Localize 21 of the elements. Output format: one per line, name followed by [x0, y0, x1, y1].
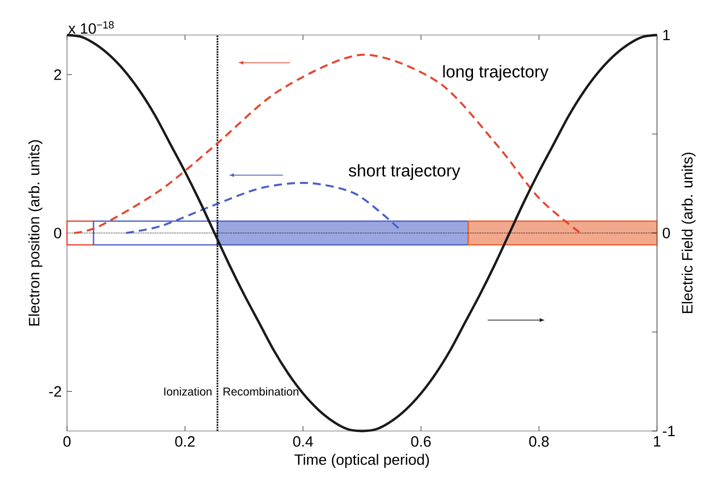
- y-tick-label: 2: [54, 69, 62, 80]
- y-tick-label: -2: [49, 386, 62, 397]
- x-tick-label: 1: [654, 436, 660, 446]
- x-tick-label: 0.8: [529, 436, 549, 447]
- x-tick-label: 0.4: [293, 436, 313, 447]
- y-axis-title: Electron position (arb. units): [28, 140, 42, 326]
- y2-tick-label: -1: [662, 426, 675, 436]
- line-series: [66, 34, 658, 432]
- y-tick-label: 0: [54, 228, 62, 238]
- y2-tick-label: 1: [663, 30, 670, 40]
- text: x 10$^{−18}$: [68, 21, 114, 34]
- series-label: long trajectory: [443, 65, 548, 81]
- x-axis-title: Time (optical period): [294, 454, 429, 468]
- series-label: short trajectory: [348, 164, 460, 180]
- x-tick-label: 0.6: [411, 436, 431, 447]
- annotation: Ionization: [164, 387, 212, 396]
- x-tick-label: 0: [63, 436, 71, 447]
- x-tick-label: 0.2: [175, 436, 195, 447]
- y2-tick-label: 0: [662, 228, 670, 238]
- annotation: Recombination: [224, 387, 298, 396]
- y2-axis-title: Electric Field (arb. units): [682, 152, 696, 314]
